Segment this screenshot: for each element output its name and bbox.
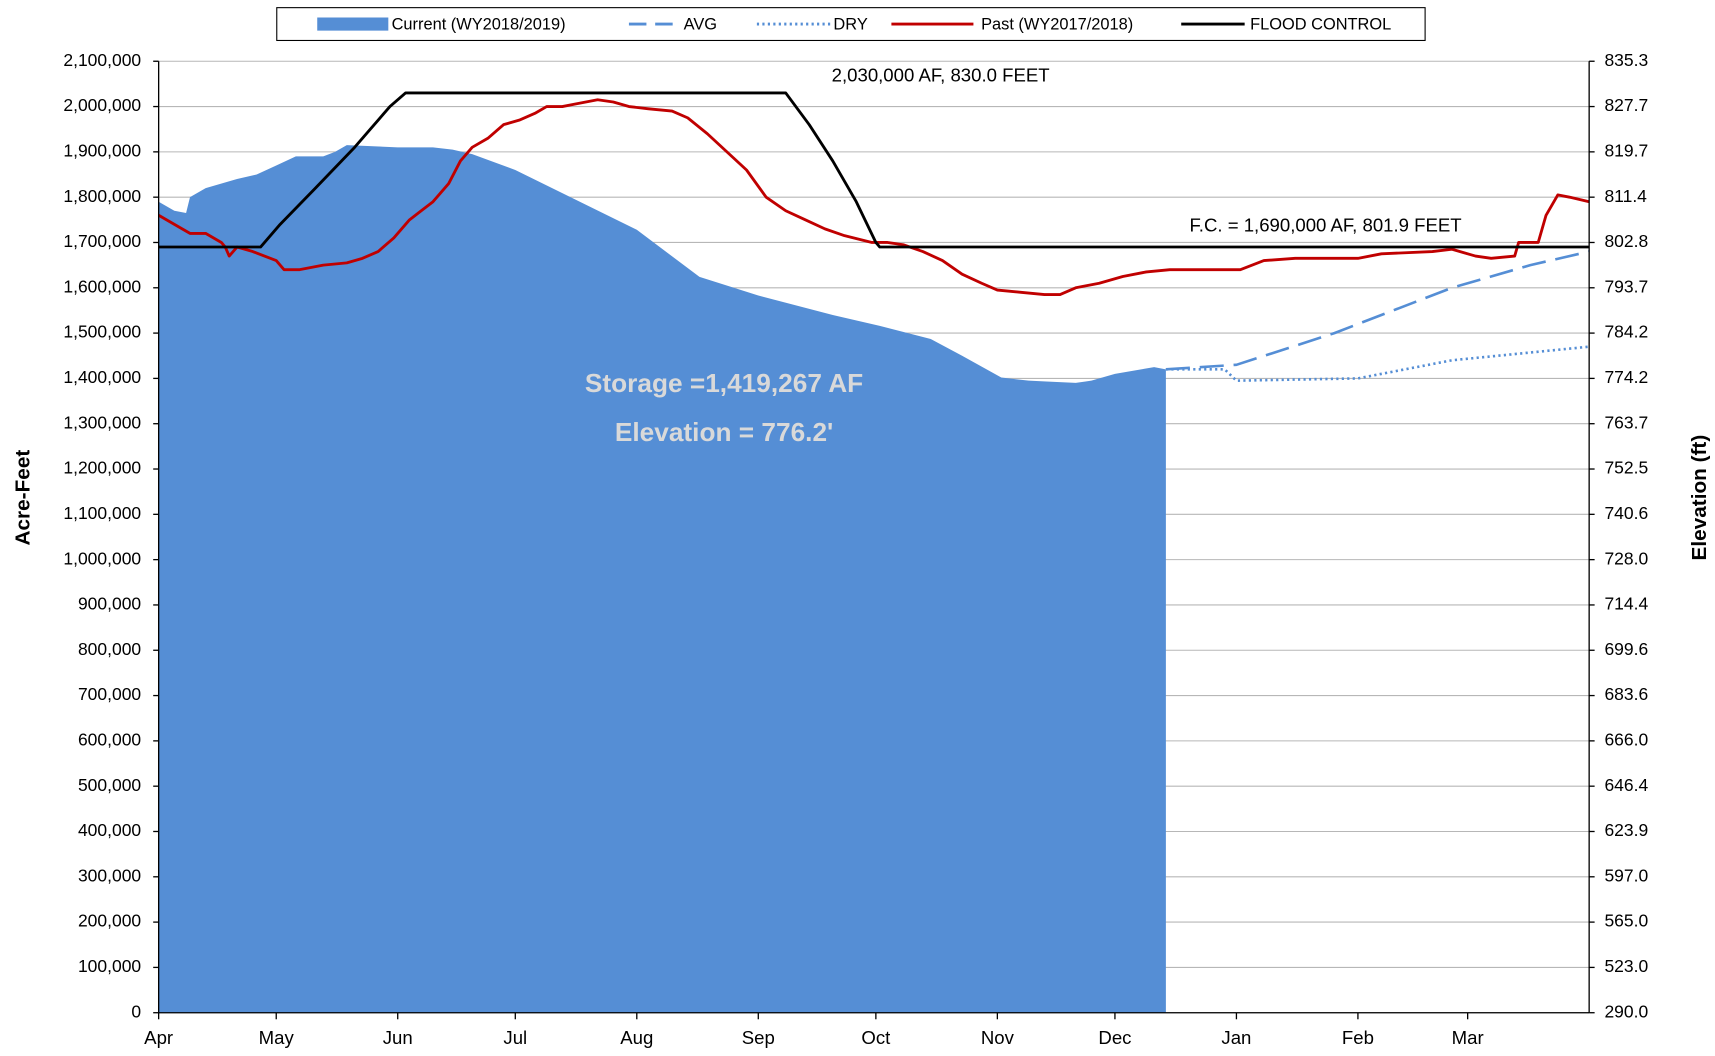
- y-tick-label: 100,000: [78, 956, 141, 976]
- x-tick-label: Aug: [620, 1027, 653, 1048]
- legend-label: DRY: [833, 15, 867, 33]
- y-axis-title: Acre-Feet: [12, 450, 35, 546]
- y2-tick-label: 827.7: [1604, 95, 1648, 115]
- y2-tick-label: 565.0: [1604, 911, 1648, 931]
- annotation: Elevation = 776.2': [615, 417, 833, 447]
- y2-axis-title: Elevation (ft): [1688, 435, 1711, 561]
- y2-tick-label: 290.0: [1604, 1001, 1648, 1021]
- legend-label: FLOOD CONTROL: [1250, 15, 1391, 33]
- y-tick-label: 1,700,000: [63, 231, 141, 251]
- x-tick-label: Sep: [742, 1027, 775, 1048]
- y-tick-label: 200,000: [78, 911, 141, 931]
- legend-label: Current (WY2018/2019): [392, 15, 566, 33]
- x-tick-label: Nov: [981, 1027, 1015, 1048]
- y2-tick-label: 819.7: [1604, 140, 1648, 160]
- y-tick-label: 300,000: [78, 865, 141, 885]
- y2-tick-label: 714.4: [1604, 594, 1648, 614]
- y-tick-label: 1,000,000: [63, 548, 141, 568]
- y2-tick-label: 752.5: [1604, 458, 1648, 478]
- legend-label: AVG: [684, 15, 717, 33]
- y2-tick-label: 774.2: [1604, 367, 1648, 387]
- x-tick-label: Apr: [144, 1027, 173, 1048]
- y2-tick-label: 811.4: [1604, 186, 1647, 206]
- y-tick-label: 2,100,000: [63, 50, 141, 70]
- line: [1165, 250, 1590, 371]
- x-tick-label: Oct: [861, 1027, 891, 1048]
- y-tick-label: 1,800,000: [63, 186, 141, 206]
- y2-tick-label: 597.0: [1604, 865, 1648, 885]
- y2-tick-label: 728.0: [1604, 548, 1648, 568]
- y-tick-label: 900,000: [78, 594, 141, 614]
- x-tick-label: Mar: [1452, 1027, 1484, 1048]
- y2-tick-label: 740.6: [1604, 503, 1648, 523]
- y-tick-label: 400,000: [78, 820, 141, 840]
- legend-swatch: [317, 17, 389, 31]
- x-tick-label: Feb: [1342, 1027, 1374, 1048]
- x-tick-label: Jul: [503, 1027, 527, 1048]
- y2-tick-label: 802.8: [1604, 231, 1648, 251]
- y-tick-label: 1,600,000: [63, 276, 141, 296]
- y-tick-label: 600,000: [78, 729, 141, 749]
- x-tick-label: Jan: [1221, 1027, 1251, 1048]
- line: [158, 91, 1590, 249]
- y-tick-label: 800,000: [78, 639, 141, 659]
- annotation: 2,030,000 AF, 830.0 FEET: [832, 64, 1050, 85]
- area: [158, 145, 1166, 1013]
- y-tick-label: 500,000: [78, 775, 141, 795]
- x-tick-label: Dec: [1098, 1027, 1131, 1048]
- y-tick-label: 1,500,000: [63, 322, 141, 342]
- y2-tick-label: 646.4: [1604, 775, 1648, 795]
- x-tick-label: May: [259, 1027, 295, 1048]
- y-tick-label: 1,400,000: [63, 367, 141, 387]
- y-tick-label: 1,200,000: [63, 458, 141, 478]
- y2-tick-label: 666.0: [1604, 729, 1648, 749]
- annotation: F.C. = 1,690,000 AF, 801.9 FEET: [1190, 214, 1462, 235]
- y2-tick-label: 784.2: [1604, 322, 1648, 342]
- y2-tick-label: 623.9: [1604, 820, 1648, 840]
- y2-tick-label: 835.3: [1604, 50, 1648, 70]
- line: [157, 98, 1590, 297]
- y-tick-label: 700,000: [78, 684, 141, 704]
- legend-label: Past (WY2017/2018): [981, 15, 1133, 33]
- y-tick-label: 1,100,000: [63, 503, 141, 523]
- y2-tick-label: 763.7: [1604, 412, 1648, 432]
- y-tick-label: 2,000,000: [63, 95, 141, 115]
- y2-tick-label: 523.0: [1604, 956, 1648, 976]
- annotation: Storage =1,419,267 AF: [585, 368, 863, 398]
- y2-tick-label: 793.7: [1604, 276, 1648, 296]
- x-tick-label: Jun: [383, 1027, 413, 1048]
- y2-tick-label: 699.6: [1604, 639, 1648, 659]
- y-tick-label: 0: [131, 1001, 141, 1021]
- line: [1165, 345, 1590, 382]
- y-tick-label: 1,300,000: [63, 412, 141, 432]
- y-tick-label: 1,900,000: [63, 140, 141, 160]
- y2-tick-label: 683.6: [1604, 684, 1648, 704]
